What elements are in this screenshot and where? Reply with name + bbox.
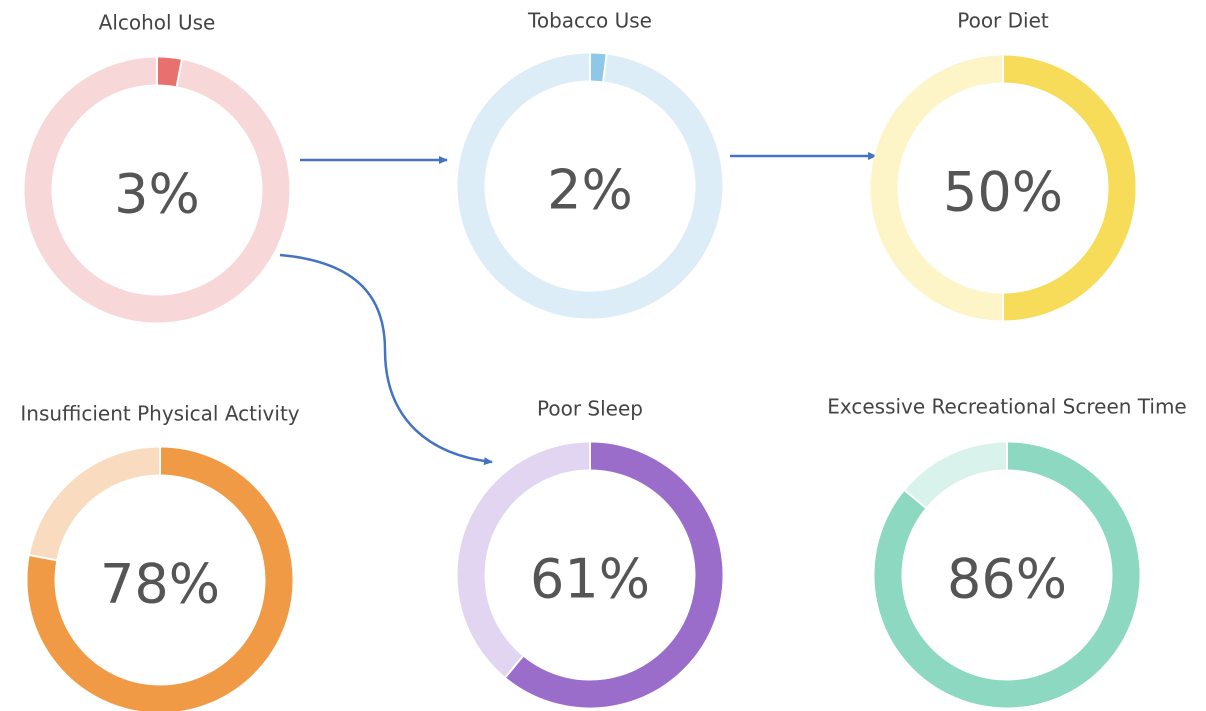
segment-gap xyxy=(175,59,183,87)
donut-arc xyxy=(589,53,607,82)
segment-gap xyxy=(602,54,608,82)
center-label: 61% xyxy=(530,548,650,611)
chart-title: Poor Sleep xyxy=(537,397,643,421)
arrows xyxy=(279,152,877,466)
segment-gap xyxy=(29,554,57,562)
segment-gap xyxy=(904,489,927,509)
chart-title: Tobacco Use xyxy=(527,9,652,33)
center-label: 50% xyxy=(943,161,1063,224)
chart-title: Insufficient Physical Activity xyxy=(20,402,299,426)
center-label: 3% xyxy=(114,163,200,226)
center-label: 86% xyxy=(947,548,1067,611)
donut-arc xyxy=(156,57,182,87)
donut-arc xyxy=(874,442,1140,708)
donut-arc xyxy=(27,447,293,711)
chart-title: Alcohol Use xyxy=(99,11,216,35)
donut-arc xyxy=(1002,55,1136,321)
center-label: 2% xyxy=(547,159,633,222)
arrow xyxy=(279,253,493,466)
chart-title: Excessive Recreational Screen Time xyxy=(827,395,1187,419)
center-label: 78% xyxy=(100,553,220,616)
chart-title: Poor Diet xyxy=(957,9,1049,33)
segment-gap xyxy=(504,655,524,678)
donut-arc xyxy=(505,442,723,708)
